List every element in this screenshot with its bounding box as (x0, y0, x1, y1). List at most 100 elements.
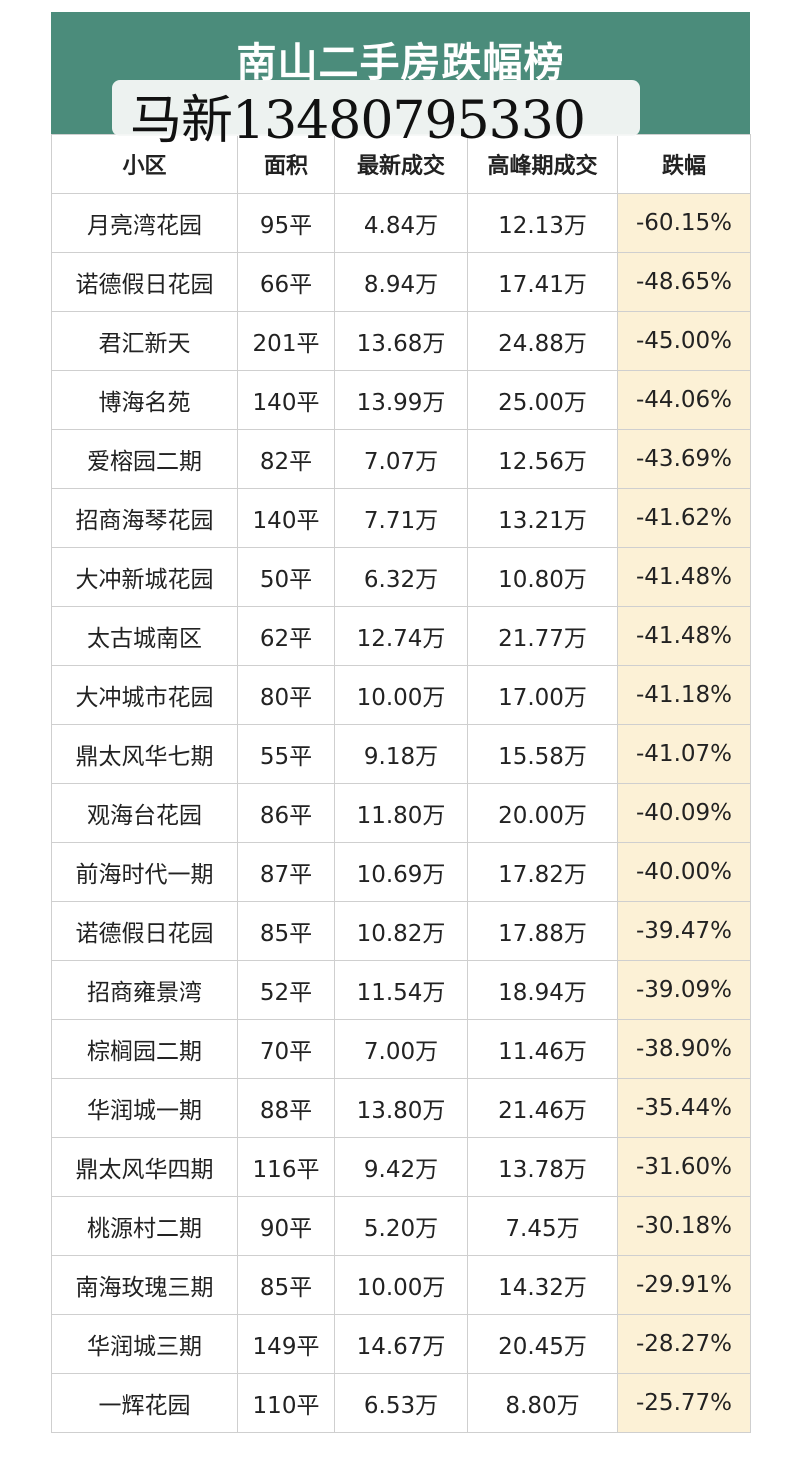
cell-latest-price: 11.54万 (334, 960, 468, 1020)
cell-area: 82平 (237, 429, 335, 489)
cell-community: 月亮湾花园 (51, 193, 238, 253)
cell-area: 95平 (237, 193, 335, 253)
cell-peak-price: 17.00万 (467, 665, 618, 725)
watermark-box (112, 80, 640, 136)
cell-community: 诺德假日花园 (51, 901, 238, 961)
cell-area: 110平 (237, 1373, 335, 1433)
cell-latest-price: 12.74万 (334, 606, 468, 666)
cell-area: 62平 (237, 606, 335, 666)
cell-drop: -48.65% (617, 252, 751, 312)
cell-area: 50平 (237, 547, 335, 607)
header-community: 小区 (51, 134, 238, 194)
table-row: 一辉花园 110平 6.53万 8.80万 -25.77% (51, 1373, 751, 1433)
cell-community: 南海玫瑰三期 (51, 1255, 238, 1315)
page-title: 南山二手房跌幅榜 (236, 40, 565, 86)
cell-peak-price: 17.88万 (467, 901, 618, 961)
table-row: 月亮湾花园 95平 4.84万 12.13万 -60.15% (51, 193, 751, 253)
cell-peak-price: 10.80万 (467, 547, 618, 607)
cell-latest-price: 10.00万 (334, 1255, 468, 1315)
cell-drop: -38.90% (617, 1019, 751, 1079)
cell-community: 鼎太风华七期 (51, 724, 238, 784)
table-row: 鼎太风华四期 116平 9.42万 13.78万 -31.60% (51, 1137, 751, 1197)
table-row: 招商海琴花园 140平 7.71万 13.21万 -41.62% (51, 488, 751, 548)
cell-latest-price: 7.71万 (334, 488, 468, 548)
watermark-text: 马新13480795330 (130, 91, 586, 151)
table-row: 华润城一期 88平 13.80万 21.46万 -35.44% (51, 1078, 751, 1138)
cell-drop: -41.48% (617, 606, 751, 666)
cell-community: 一辉花园 (51, 1373, 238, 1433)
cell-latest-price: 13.99万 (334, 370, 468, 430)
cell-peak-price: 15.58万 (467, 724, 618, 784)
cell-area: 88平 (237, 1078, 335, 1138)
cell-latest-price: 10.00万 (334, 665, 468, 725)
cell-community: 君汇新天 (51, 311, 238, 371)
cell-area: 70平 (237, 1019, 335, 1079)
cell-community: 大冲城市花园 (51, 665, 238, 725)
cell-peak-price: 12.13万 (467, 193, 618, 253)
table-row: 太古城南区 62平 12.74万 21.77万 -41.48% (51, 606, 751, 666)
table-row: 诺德假日花园 85平 10.82万 17.88万 -39.47% (51, 901, 751, 961)
cell-latest-price: 13.80万 (334, 1078, 468, 1138)
cell-latest-price: 14.67万 (334, 1314, 468, 1374)
cell-latest-price: 4.84万 (334, 193, 468, 253)
cell-latest-price: 10.69万 (334, 842, 468, 902)
cell-latest-price: 5.20万 (334, 1196, 468, 1256)
header-row: 小区 面积 最新成交 高峰期成交 跌幅 (51, 134, 751, 194)
cell-peak-price: 25.00万 (467, 370, 618, 430)
table-row: 桃源村二期 90平 5.20万 7.45万 -30.18% (51, 1196, 751, 1256)
cell-community: 棕榈园二期 (51, 1019, 238, 1079)
cell-area: 80平 (237, 665, 335, 725)
cell-area: 90平 (237, 1196, 335, 1256)
cell-peak-price: 12.56万 (467, 429, 618, 489)
cell-community: 桃源村二期 (51, 1196, 238, 1256)
header-latest-price: 最新成交 (334, 134, 468, 194)
header-drop: 跌幅 (617, 134, 751, 194)
cell-drop: -41.07% (617, 724, 751, 784)
table-row: 南海玫瑰三期 85平 10.00万 14.32万 -29.91% (51, 1255, 751, 1315)
cell-latest-price: 11.80万 (334, 783, 468, 843)
cell-peak-price: 7.45万 (467, 1196, 618, 1256)
cell-peak-price: 24.88万 (467, 311, 618, 371)
cell-area: 116平 (237, 1137, 335, 1197)
cell-drop: -41.48% (617, 547, 751, 607)
cell-area: 85平 (237, 1255, 335, 1315)
cell-drop: -41.18% (617, 665, 751, 725)
cell-community: 观海台花园 (51, 783, 238, 843)
cell-area: 140平 (237, 370, 335, 430)
cell-community: 大冲新城花园 (51, 547, 238, 607)
cell-area: 149平 (237, 1314, 335, 1374)
cell-community: 爱榕园二期 (51, 429, 238, 489)
cell-area: 52平 (237, 960, 335, 1020)
cell-drop: -43.69% (617, 429, 751, 489)
cell-drop: -41.62% (617, 488, 751, 548)
cell-community: 诺德假日花园 (51, 252, 238, 312)
cell-area: 55平 (237, 724, 335, 784)
cell-peak-price: 20.00万 (467, 783, 618, 843)
cell-area: 201平 (237, 311, 335, 371)
table-row: 招商雍景湾 52平 11.54万 18.94万 -39.09% (51, 960, 751, 1020)
cell-community: 鼎太风华四期 (51, 1137, 238, 1197)
cell-drop: -35.44% (617, 1078, 751, 1138)
cell-drop: -39.09% (617, 960, 751, 1020)
cell-peak-price: 13.78万 (467, 1137, 618, 1197)
cell-latest-price: 7.07万 (334, 429, 468, 489)
cell-area: 87平 (237, 842, 335, 902)
cell-community: 华润城三期 (51, 1314, 238, 1374)
cell-latest-price: 6.32万 (334, 547, 468, 607)
cell-latest-price: 9.18万 (334, 724, 468, 784)
cell-latest-price: 8.94万 (334, 252, 468, 312)
table-row: 君汇新天 201平 13.68万 24.88万 -45.00% (51, 311, 751, 371)
cell-area: 66平 (237, 252, 335, 312)
cell-area: 140平 (237, 488, 335, 548)
cell-area: 86平 (237, 783, 335, 843)
cell-drop: -39.47% (617, 901, 751, 961)
cell-drop: -30.18% (617, 1196, 751, 1256)
table-row: 大冲城市花园 80平 10.00万 17.00万 -41.18% (51, 665, 751, 725)
table-row: 前海时代一期 87平 10.69万 17.82万 -40.00% (51, 842, 751, 902)
cell-peak-price: 13.21万 (467, 488, 618, 548)
table-row: 博海名苑 140平 13.99万 25.00万 -44.06% (51, 370, 751, 430)
cell-community: 华润城一期 (51, 1078, 238, 1138)
cell-drop: -45.00% (617, 311, 751, 371)
cell-drop: -31.60% (617, 1137, 751, 1197)
cell-latest-price: 6.53万 (334, 1373, 468, 1433)
